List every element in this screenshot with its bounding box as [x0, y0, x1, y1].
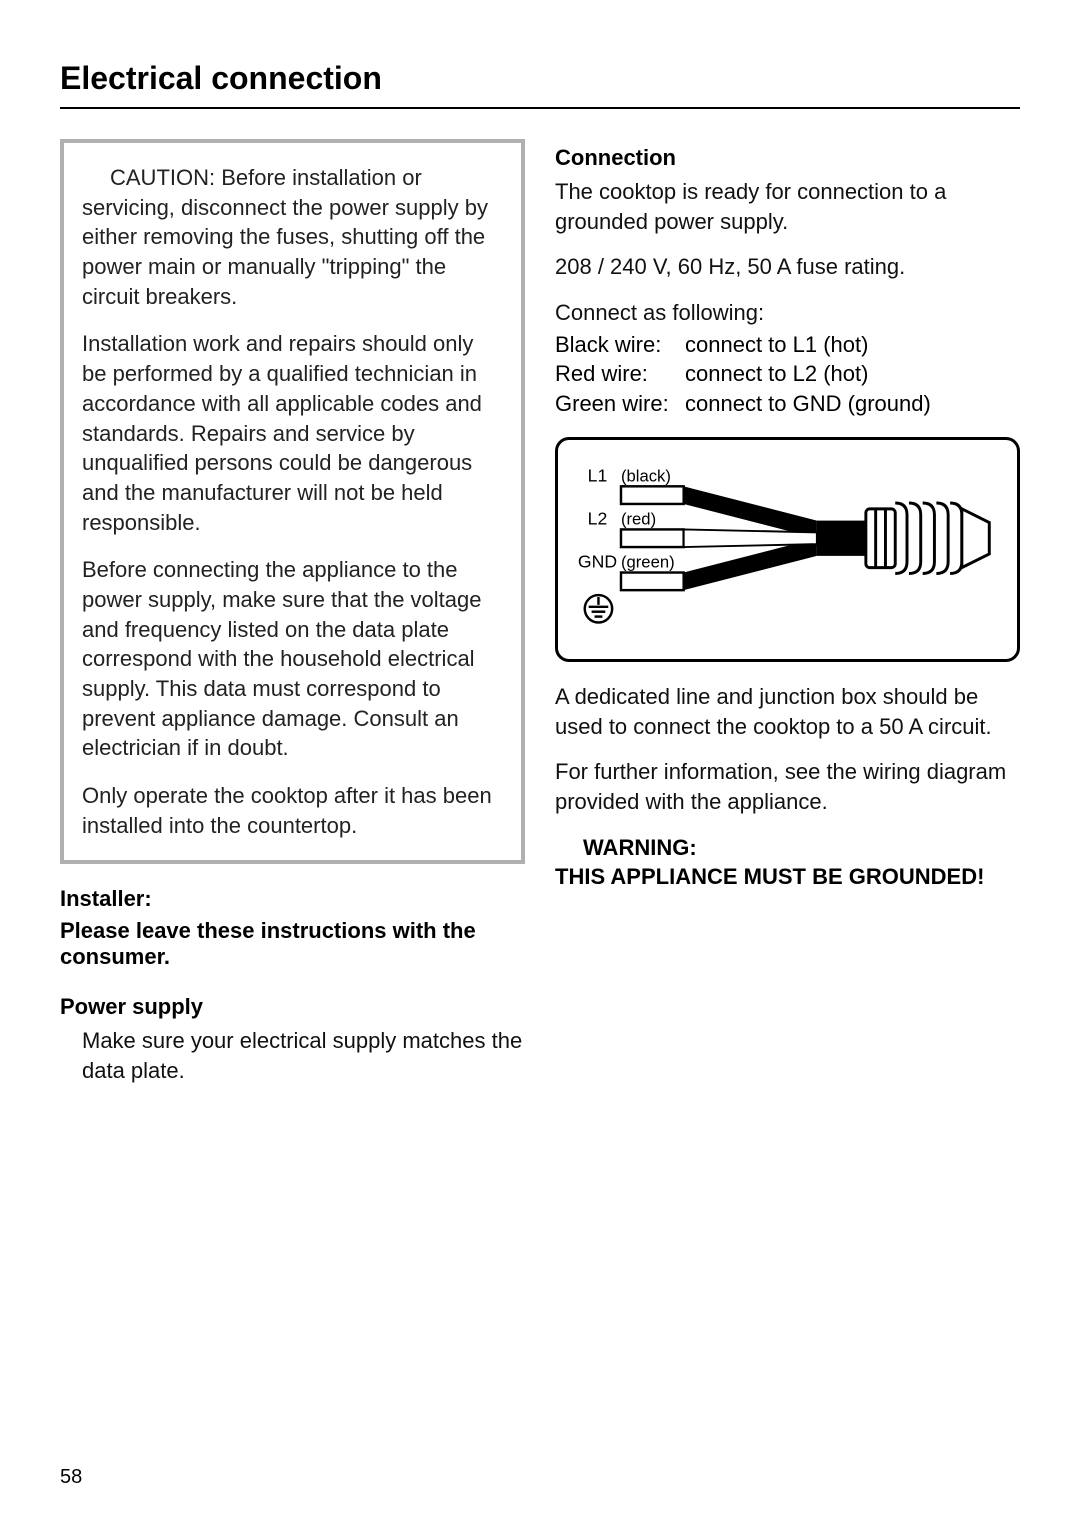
wire-label: Red wire: [555, 359, 685, 389]
connection-intro: The cooktop is ready for connection to a… [555, 177, 1020, 236]
diagram-l2-color: (red) [621, 509, 656, 528]
caution-p1: CAUTION: Before installation or servicin… [82, 163, 503, 311]
caution-p3: Before connecting the appliance to the p… [82, 555, 503, 763]
power-supply-text: Make sure your electrical supply matches… [82, 1026, 525, 1085]
connection-heading: Connection [555, 145, 1020, 171]
caution-p2: Installation work and repairs should onl… [82, 329, 503, 537]
caution-box: CAUTION: Before installation or servicin… [60, 139, 525, 864]
page-title: Electrical connection [60, 60, 1020, 97]
wire-label: Black wire: [555, 330, 685, 360]
title-rule [60, 107, 1020, 109]
wire-table: Black wire: connect to L1 (hot) Red wire… [555, 330, 1020, 419]
warning-block: WARNING: THIS APPLIANCE MUST BE GROUNDED… [555, 833, 1020, 892]
warning-line2: THIS APPLIANCE MUST BE GROUNDED! [555, 862, 1020, 892]
wire-row: Black wire: connect to L1 (hot) [555, 330, 1020, 360]
diagram-gnd-box [621, 572, 684, 590]
wire-desc: connect to L1 (hot) [685, 330, 1020, 360]
wiring-diagram-svg: L1 (black) L2 (red) GND (green) [572, 454, 1003, 640]
caution-p4: Only operate the cooktop after it has be… [82, 781, 503, 840]
diagram-l1-box [621, 486, 684, 504]
diagram-l2-label: L2 [588, 508, 608, 528]
ground-symbol-icon [585, 595, 612, 622]
wiring-diagram: L1 (black) L2 (red) GND (green) [555, 437, 1020, 662]
wire-row: Green wire: connect to GND (ground) [555, 389, 1020, 419]
dedicated-line-text: A dedicated line and junction box should… [555, 682, 1020, 741]
diagram-wire-l2 [684, 529, 817, 547]
connection-rating: 208 / 240 V, 60 Hz, 50 A fuse rating. [555, 252, 1020, 282]
connector-icon [866, 503, 989, 574]
diagram-l1-label: L1 [588, 465, 608, 485]
diagram-gnd-label: GND [578, 551, 617, 571]
page-number: 58 [60, 1466, 82, 1489]
installer-heading: Installer: [60, 886, 525, 912]
wire-desc: connect to L2 (hot) [685, 359, 1020, 389]
power-supply-heading: Power supply [60, 994, 525, 1020]
wire-desc: connect to GND (ground) [685, 389, 1020, 419]
right-column: Connection The cooktop is ready for conn… [555, 139, 1020, 1102]
further-info-text: For further information, see the wiring … [555, 757, 1020, 816]
wire-label: Green wire: [555, 389, 685, 419]
diagram-gnd-color: (green) [621, 552, 675, 571]
connect-as: Connect as following: [555, 298, 1020, 328]
diagram-l2-box [621, 529, 684, 547]
wire-row: Red wire: connect to L2 (hot) [555, 359, 1020, 389]
content-columns: CAUTION: Before installation or servicin… [60, 139, 1020, 1102]
diagram-l1-color: (black) [621, 466, 671, 485]
installer-note: Please leave these instructions with the… [60, 918, 525, 970]
diagram-bundle [817, 520, 866, 555]
left-column: CAUTION: Before installation or servicin… [60, 139, 525, 1102]
warning-line1: WARNING: [555, 833, 1020, 863]
